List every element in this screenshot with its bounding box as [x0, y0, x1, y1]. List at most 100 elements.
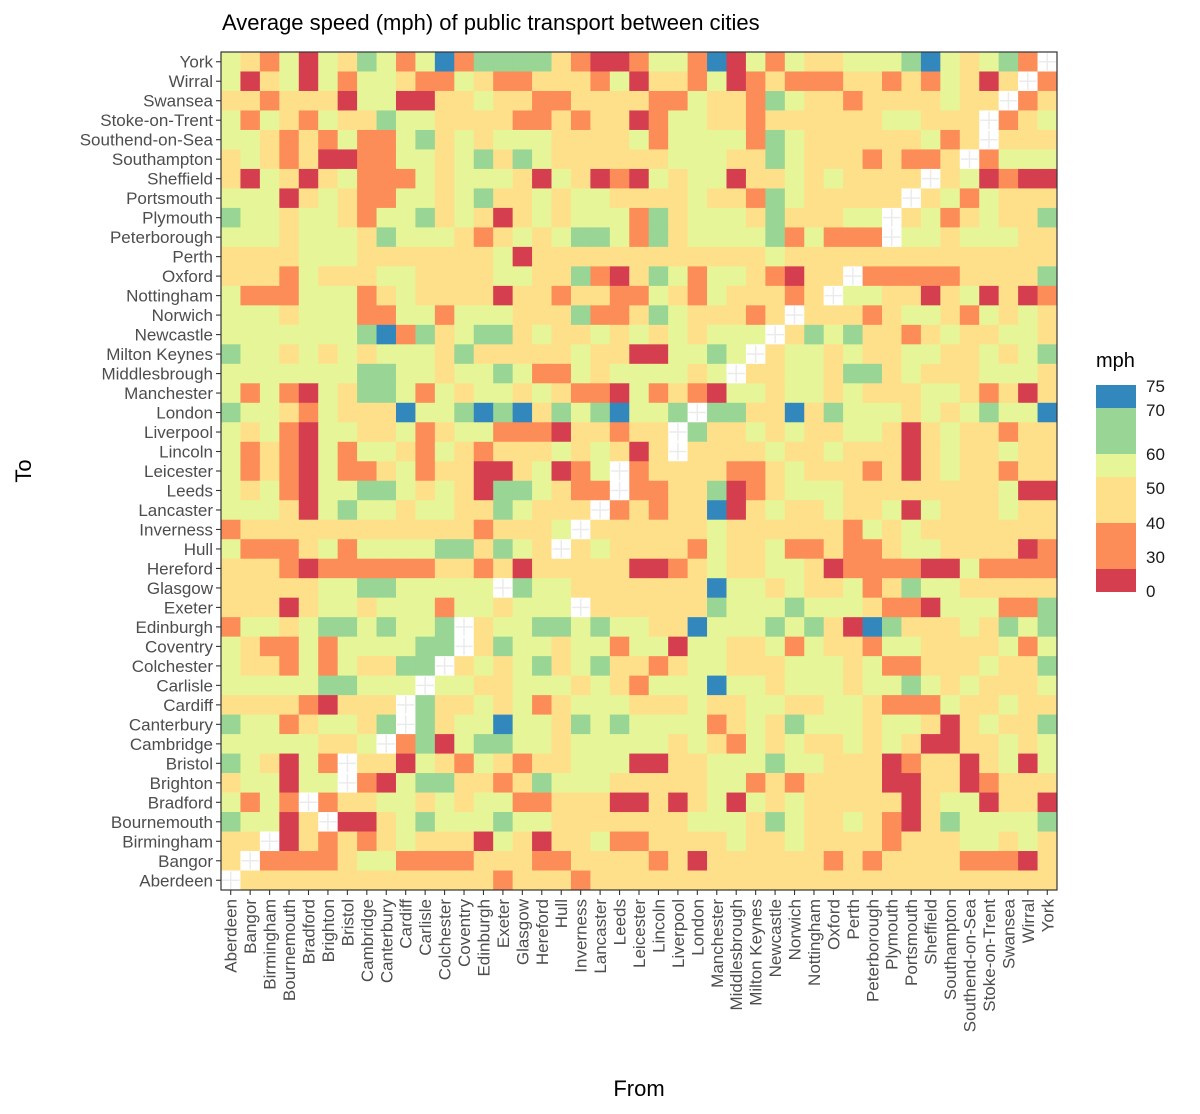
heatmap-cell [298, 110, 319, 131]
heatmap-cell [1018, 344, 1038, 365]
heatmap-cell [376, 129, 397, 150]
heatmap-cell [279, 402, 300, 423]
heatmap-cell [512, 227, 533, 248]
heatmap-cell-empty [609, 480, 630, 501]
heatmap-cell [745, 422, 766, 443]
heatmap-cell [415, 831, 436, 852]
heatmap-cell [726, 344, 747, 365]
heatmap-cell [395, 71, 416, 92]
heatmap-cell [920, 207, 941, 228]
heatmap-cell [882, 344, 902, 365]
heatmap-cell [240, 617, 261, 638]
heatmap-cell [493, 831, 514, 852]
heatmap-cell [687, 266, 708, 287]
heatmap-cell [979, 597, 1000, 618]
heatmap-cell [395, 52, 416, 72]
heatmap-cell [318, 519, 339, 540]
heatmap-cell [668, 675, 689, 696]
heatmap-cell [707, 558, 727, 579]
heatmap-cell [862, 656, 883, 677]
heatmap-cell [570, 812, 591, 832]
heatmap-cell [707, 285, 727, 306]
heatmap-cell [804, 773, 825, 793]
heatmap-cell [259, 363, 280, 384]
heatmap-cell [765, 773, 786, 793]
heatmap-cell [590, 519, 611, 540]
heatmap-cell [1037, 695, 1058, 716]
x-tick-label: Milton Keynes [747, 899, 766, 1006]
heatmap-cell [648, 305, 669, 326]
heatmap-cell [357, 168, 377, 189]
heatmap-cell [920, 441, 941, 462]
heatmap-cell [395, 227, 416, 248]
heatmap-cell [998, 753, 1019, 774]
heatmap-cell [415, 149, 436, 170]
heatmap-cell [473, 227, 494, 248]
heatmap-cell [454, 402, 475, 423]
heatmap-cell [882, 539, 902, 560]
heatmap-cell [337, 285, 358, 306]
heatmap-cell [648, 422, 669, 443]
heatmap-cell [765, 695, 786, 716]
heatmap-cell [259, 441, 280, 462]
heatmap-cell [259, 461, 280, 482]
heatmap-cell [920, 324, 941, 345]
heatmap-cell [259, 188, 280, 209]
heatmap-cell [843, 402, 863, 423]
heatmap-cell [940, 812, 961, 832]
heatmap-cell [493, 773, 514, 793]
heatmap-cell [609, 266, 630, 287]
heatmap-cell [979, 266, 1000, 287]
heatmap-cell [843, 90, 863, 111]
heatmap-cell [765, 383, 786, 404]
heatmap-cell [454, 441, 475, 462]
heatmap-cell [901, 129, 922, 150]
heatmap-cell [259, 324, 280, 345]
heatmap-cell [454, 110, 475, 131]
heatmap-cell [318, 383, 339, 404]
heatmap-cell [629, 285, 650, 306]
x-tick-label: Cambridge [358, 899, 377, 982]
heatmap-cell [493, 207, 514, 228]
heatmap-cell [979, 656, 1000, 677]
x-axis-title: From [613, 1076, 664, 1101]
heatmap-cell [512, 149, 533, 170]
heatmap-cell [784, 558, 805, 579]
heatmap-cell [357, 246, 377, 267]
heatmap-cell [240, 344, 261, 365]
heatmap-cell [668, 773, 689, 793]
heatmap-cell [843, 675, 863, 696]
heatmap-cell [259, 285, 280, 306]
heatmap-cell [726, 305, 747, 326]
heatmap-cell [784, 500, 805, 521]
heatmap-cell [823, 773, 844, 793]
heatmap-cell [629, 714, 650, 735]
heatmap-cell [298, 695, 319, 716]
heatmap-cell [590, 734, 611, 754]
heatmap-cell [998, 870, 1019, 891]
heatmap-cell [318, 363, 339, 384]
heatmap-cell [512, 773, 533, 793]
heatmap-cell [959, 851, 980, 871]
heatmap-cell [668, 558, 689, 579]
heatmap-cell [240, 188, 261, 209]
heatmap-cell [551, 812, 572, 832]
heatmap-cell [434, 285, 455, 306]
heatmap-cell [493, 500, 514, 521]
heatmap-cell [551, 266, 572, 287]
heatmap-cell [765, 636, 786, 657]
heatmap-cell [259, 129, 280, 150]
heatmap-cell [434, 617, 455, 638]
heatmap-cell [687, 714, 708, 735]
y-tick-label: Lancaster [138, 501, 213, 520]
heatmap-cell [454, 578, 475, 599]
heatmap-cell [804, 695, 825, 716]
heatmap-cell [726, 636, 747, 657]
heatmap-cell [318, 558, 339, 579]
heatmap-cell [940, 695, 961, 716]
heatmap-cell [532, 227, 552, 248]
heatmap-cell [318, 266, 339, 287]
heatmap-cell [357, 90, 377, 111]
heatmap-cell [998, 617, 1019, 638]
heatmap-cell [1037, 519, 1058, 540]
